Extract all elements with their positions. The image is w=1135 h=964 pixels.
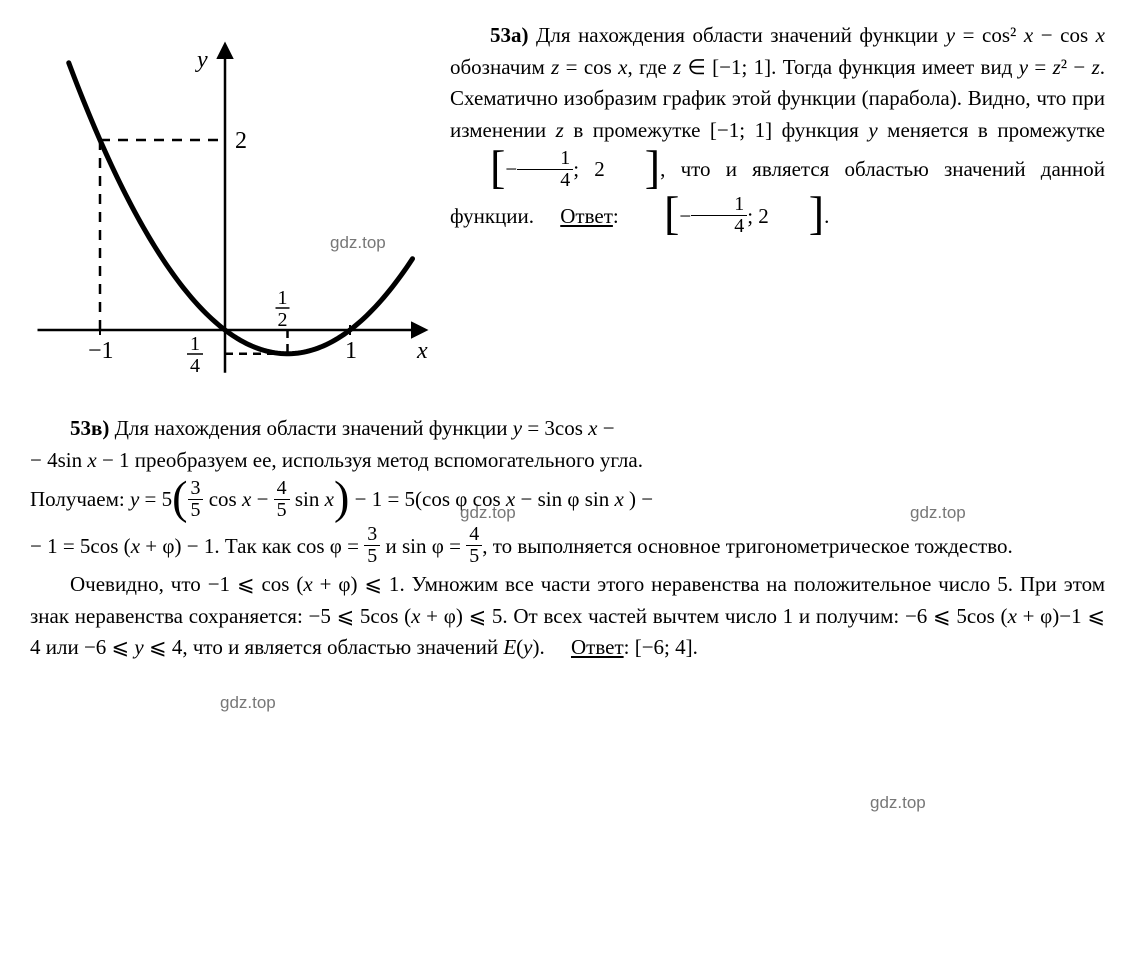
- body-text: . От всех частей вычтем число 1 и получи…: [502, 604, 905, 628]
- eq-part: cos x −: [203, 487, 273, 511]
- svg-text:x: x: [416, 338, 428, 364]
- colon: :: [613, 204, 624, 228]
- body-text: , где: [627, 55, 673, 79]
- svg-text:2: 2: [278, 309, 288, 331]
- frac-den: 4: [691, 215, 747, 237]
- section-53v: 53в) Для нахождения области значений фун…: [30, 413, 1105, 664]
- minus-sign: −: [679, 204, 691, 228]
- frac-num: 1: [691, 194, 747, 215]
- equation: z = cos x: [551, 55, 627, 79]
- body-text: или: [41, 635, 84, 659]
- inequality: −5 ⩽ 5cos (x + φ) ⩽ 5: [309, 604, 503, 628]
- watermark: gdz.top: [460, 500, 516, 526]
- watermark: gdz.top: [870, 790, 926, 816]
- frac-den: 5: [274, 499, 290, 521]
- body-text: и sin φ =: [380, 534, 466, 558]
- answer-label: Ответ: [571, 635, 624, 659]
- frac-num: 3: [364, 524, 380, 545]
- inequality: −6 ⩽ y ⩽ 4: [84, 635, 182, 659]
- frac-den: 5: [364, 545, 380, 567]
- frac-den: 5: [188, 499, 204, 521]
- colon: :: [624, 635, 635, 659]
- body-text: Для нахождения области значений функции: [109, 416, 512, 440]
- svg-text:2: 2: [235, 128, 247, 154]
- watermark: gdz.top: [910, 500, 966, 526]
- sep: ; 2: [747, 204, 769, 228]
- watermark: gdz.top: [220, 690, 276, 716]
- minus-sign: −: [505, 157, 517, 181]
- label-53a: 53а): [490, 23, 529, 47]
- svg-text:−1: −1: [88, 338, 114, 364]
- equation: E(y): [503, 635, 539, 659]
- parabola-graph: yx−1121214: [30, 20, 430, 395]
- svg-text:1: 1: [278, 287, 288, 309]
- watermark: gdz.top: [330, 230, 386, 256]
- body-text: меня­ется в промежутке: [878, 118, 1105, 142]
- frac-den: 5: [466, 545, 482, 567]
- equation: z ∈ [−1; 1]: [673, 55, 771, 79]
- variable: y: [868, 118, 877, 142]
- equation: y = z² − z: [1019, 55, 1100, 79]
- body-text: , то выполняется основное тригонометриче…: [482, 534, 1013, 558]
- equation: y = 3cos x −: [513, 416, 615, 440]
- body-text: . Тогда функция имеет вид: [771, 55, 1019, 79]
- sep: ; 2: [573, 157, 605, 181]
- body-text: Получаем:: [30, 487, 130, 511]
- page-container: gdz.top gdz.top gdz.top gdz.top gdz.top …: [30, 20, 1105, 664]
- section-53a: yx−1121214 53а) Для нахождения области з…: [30, 20, 1105, 405]
- frac-den: 4: [517, 169, 573, 191]
- inequality: −1 ⩽ cos (x + φ) ⩽ 1: [208, 572, 400, 596]
- answer-interval: [−14; 2]: [624, 204, 824, 228]
- label-53v: 53в): [70, 416, 109, 440]
- interval: [−14; 2]: [450, 157, 660, 181]
- body-text: . Так как cos φ =: [214, 534, 364, 558]
- svg-text:y: y: [195, 47, 208, 73]
- graph-svg: yx−1121214: [30, 20, 430, 395]
- eq-part: − 1 = 5cos (x + φ) − 1: [30, 534, 214, 558]
- frac-num: 4: [274, 478, 290, 499]
- body-text: обозначим: [450, 55, 551, 79]
- body-text: Очевидно, что: [70, 572, 208, 596]
- frac-num: 3: [188, 478, 204, 499]
- period: .: [539, 635, 544, 659]
- equation-cont: − 4sin x − 1: [30, 448, 130, 472]
- frac-num: 4: [466, 524, 482, 545]
- svg-text:1: 1: [345, 338, 357, 364]
- body-text: в промежутке [−1; 1] функция: [564, 118, 868, 142]
- frac-num: 1: [517, 148, 573, 169]
- body-text: преобразуем ее, используя метод вспомога…: [130, 448, 643, 472]
- svg-text:4: 4: [190, 355, 200, 377]
- equation: y = cos² x − cos x: [946, 23, 1105, 47]
- equation: y = 5: [130, 487, 172, 511]
- answer-label: Ответ: [560, 204, 613, 228]
- eq-part: sin x: [290, 487, 334, 511]
- body-text: , что и является областью значений: [182, 635, 503, 659]
- svg-text:1: 1: [190, 333, 200, 355]
- period: .: [824, 204, 829, 228]
- body-text: Для нахождения области значений функции: [529, 23, 946, 47]
- answer-value: [−6; 4]: [635, 635, 693, 659]
- variable: z: [556, 118, 564, 142]
- period: .: [693, 635, 698, 659]
